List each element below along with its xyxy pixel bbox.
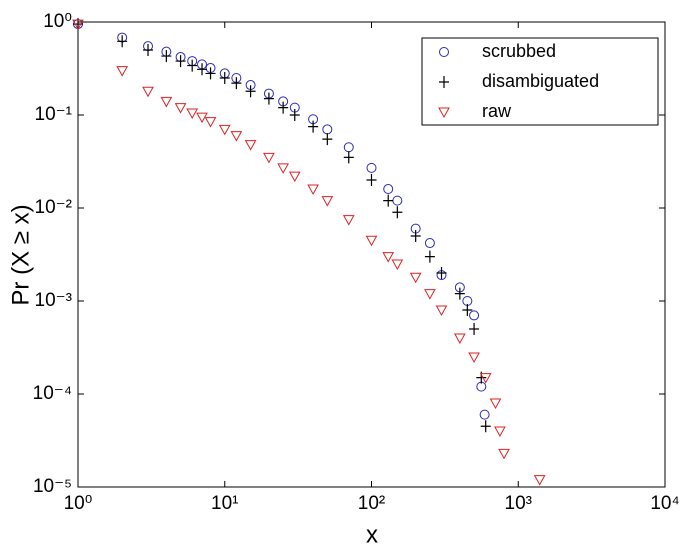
data-point <box>366 174 377 187</box>
data-point <box>230 131 243 142</box>
data-point <box>143 43 154 56</box>
data-point <box>174 103 187 114</box>
data-point <box>245 85 256 98</box>
data-point <box>489 398 502 410</box>
data-point <box>435 305 448 317</box>
data-point <box>277 163 289 174</box>
data-point <box>219 71 230 84</box>
legend-box <box>421 37 659 126</box>
data-point <box>72 19 84 31</box>
data-point <box>494 426 506 438</box>
data-point <box>244 140 257 151</box>
data-point <box>392 195 403 206</box>
data-point <box>218 124 231 136</box>
data-point <box>289 109 300 121</box>
legend-marker <box>439 76 449 88</box>
data-point <box>468 352 480 364</box>
data-point <box>479 373 492 384</box>
data-point <box>366 162 377 173</box>
data-point <box>175 55 186 68</box>
legend-label: disambiguated <box>482 71 599 91</box>
data-point <box>116 66 129 77</box>
data-point <box>533 475 546 486</box>
data-point <box>479 409 490 420</box>
data-point <box>231 77 242 90</box>
data-point <box>469 322 480 335</box>
data-point <box>205 67 216 80</box>
y-tick-label: 10⁻⁵ <box>33 476 72 497</box>
x-tick-label: 10³ <box>505 493 532 514</box>
x-tick-label: 10⁴ <box>650 493 679 514</box>
data-point <box>117 35 128 48</box>
data-point <box>462 304 473 317</box>
legend-marker <box>439 47 449 57</box>
data-point <box>307 184 319 196</box>
x-tick-label: 10¹ <box>211 493 238 514</box>
data-point <box>187 59 198 72</box>
y-tick-label: 10⁰ <box>43 11 72 32</box>
data-point <box>278 101 289 114</box>
data-point <box>383 194 394 207</box>
data-point <box>197 63 208 76</box>
x-tick-label: 10⁰ <box>64 493 93 514</box>
y-tick-label: 10⁻¹ <box>35 104 73 125</box>
data-point <box>498 448 510 460</box>
y-tick-label: 10⁻³ <box>35 290 73 311</box>
legend-label: raw <box>482 101 512 121</box>
data-point <box>342 215 355 226</box>
data-point <box>424 289 436 300</box>
data-point <box>186 108 199 120</box>
data-point <box>142 86 154 98</box>
data-point <box>196 112 208 124</box>
data-point <box>204 117 217 128</box>
data-point <box>480 420 491 433</box>
data-point <box>392 206 403 219</box>
legend-label: scrubbed <box>482 41 556 61</box>
data-point <box>409 272 422 284</box>
data-point <box>321 196 334 207</box>
data-point <box>322 124 333 135</box>
data-point <box>161 50 172 63</box>
y-tick-label: 10⁻⁴ <box>33 383 72 404</box>
x-tick-label: 10² <box>358 493 385 514</box>
data-point <box>343 142 354 153</box>
data-point <box>382 252 395 263</box>
legend-marker <box>438 107 450 119</box>
data-point <box>322 133 333 146</box>
data-point <box>391 259 404 271</box>
x-axis-label: x <box>366 521 378 548</box>
data-point <box>160 96 173 108</box>
data-point <box>383 184 394 195</box>
data-point <box>410 229 421 242</box>
data-point <box>308 120 319 133</box>
data-point <box>263 152 275 164</box>
data-point <box>469 310 480 321</box>
y-axis-label: Pr (X ≥ x) <box>7 204 34 305</box>
y-tick-label: 10⁻² <box>35 197 73 218</box>
data-point <box>365 235 378 247</box>
data-point <box>288 171 301 183</box>
data-point <box>454 287 465 300</box>
data-point <box>343 151 354 164</box>
data-point <box>424 238 435 249</box>
data-point <box>454 333 466 345</box>
data-point <box>436 267 447 280</box>
data-point <box>263 92 274 105</box>
data-point <box>424 250 435 263</box>
